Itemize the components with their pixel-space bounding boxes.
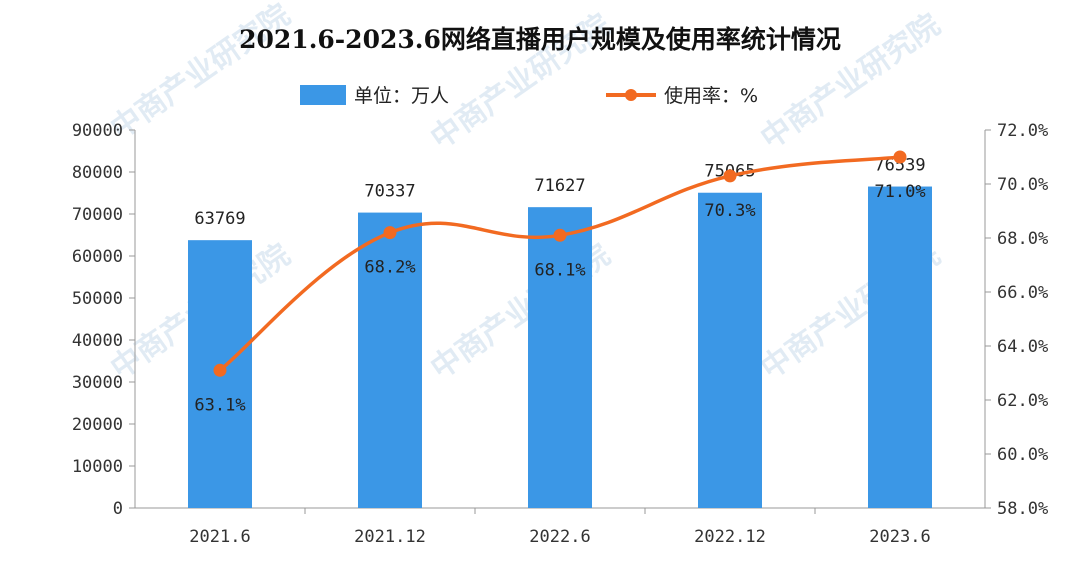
left-axis-tick-label: 50000 [72, 289, 123, 309]
right-axis-tick-label: 66.0% [997, 283, 1048, 303]
legend-bar-swatch [300, 85, 346, 105]
right-axis-tick-label: 72.0% [997, 121, 1048, 141]
usage-rate-point [723, 169, 737, 183]
watermark-text: 中商产业研究院 [105, 0, 297, 147]
bar [698, 192, 762, 509]
usage-rate-point [553, 228, 567, 242]
left-axis-tick-label: 90000 [72, 121, 123, 141]
left-axis-tick-label: 0 [113, 499, 123, 519]
left-axis-tick-label: 60000 [72, 247, 123, 267]
legend-line-marker [625, 89, 637, 101]
plot-area: 0 10000 20000 30000 40000 50000 60000 70000 8000… [72, 121, 1048, 547]
bar-value-label: 70337 [364, 182, 415, 202]
x-axis-tick-label: 2022.6 [529, 527, 590, 547]
legend-line-label: 使用率：% [664, 85, 758, 107]
bar-value-label: 76539 [874, 156, 925, 176]
right-axis-tick-label: 68.0% [997, 229, 1048, 249]
chart-title: 2021.6-2023.6网络直播用户规模及使用率统计情况 [239, 25, 841, 54]
x-axis-tick-label: 2023.6 [869, 527, 930, 547]
usage-rate-label: 71.0% [874, 182, 925, 202]
right-axis-tick-label: 62.0% [997, 391, 1048, 411]
bar [358, 212, 422, 508]
left-axis-tick-label: 30000 [72, 373, 123, 393]
left-axis-tick-label: 70000 [72, 205, 123, 225]
bar [528, 207, 592, 508]
usage-rate-point [213, 363, 227, 377]
bar-value-label: 71627 [534, 176, 585, 196]
left-axis-tick-label: 40000 [72, 331, 123, 351]
usage-rate-label: 63.1% [194, 395, 245, 415]
legend-bar-label: 单位：万人 [354, 85, 449, 107]
legend: 单位：万人 使用率：% [300, 85, 758, 107]
x-axis-tick-label: 2022.12 [694, 527, 766, 547]
usage-rate-point [893, 150, 907, 164]
left-axis-tick-label: 10000 [72, 457, 123, 477]
usage-rate-label: 68.1% [534, 260, 585, 280]
bar-value-label: 63769 [194, 209, 245, 229]
usage-rate-label: 70.3% [704, 201, 755, 221]
usage-rate-label: 68.2% [364, 258, 415, 278]
left-axis-tick-label: 80000 [72, 163, 123, 183]
right-axis-tick-label: 64.0% [997, 337, 1048, 357]
usage-rate-point [383, 226, 397, 240]
right-axis-tick-label: 58.0% [997, 499, 1048, 519]
left-axis-tick-label: 20000 [72, 415, 123, 435]
x-axis-tick-label: 2021.12 [354, 527, 426, 547]
bar [868, 186, 932, 508]
right-axis-tick-label: 60.0% [997, 445, 1048, 465]
right-axis-tick-label: 70.0% [997, 175, 1048, 195]
x-axis-tick-label: 2021.6 [189, 527, 250, 547]
